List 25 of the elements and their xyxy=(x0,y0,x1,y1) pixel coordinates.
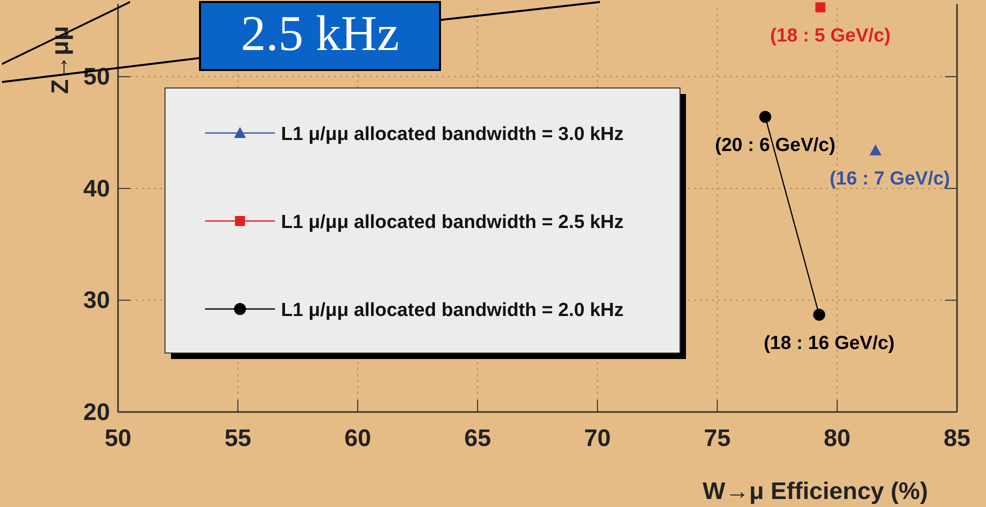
x-tick-label: 85 xyxy=(944,425,970,452)
x-tick-label: 75 xyxy=(704,425,731,452)
x-tick-label: 55 xyxy=(224,425,252,452)
annotation: (16 : 7 GeV/c) xyxy=(830,168,950,190)
x-tick-label: 70 xyxy=(584,425,611,452)
annotation: (18 : 5 GeV/c) xyxy=(770,25,891,46)
y-tick-label: 20 xyxy=(83,399,110,426)
annotation: (18 : 16 GeV/c) xyxy=(764,332,895,354)
legend-label: L1 μ/μμ allocated bandwidth = 3.0 kHz xyxy=(281,124,624,145)
y-tick-label: 40 xyxy=(83,175,110,202)
annotation: (20 : 6 GeV/c) xyxy=(715,134,836,156)
legend-label: L1 μ/μμ allocated bandwidth = 2.5 kHz xyxy=(281,212,624,233)
legend-label: L1 μ/μμ allocated bandwidth = 2.0 kHz xyxy=(281,300,624,321)
x-tick-label: 65 xyxy=(464,425,491,452)
y-tick-label: 30 xyxy=(83,287,110,314)
x-tick-label: 60 xyxy=(344,425,372,452)
point xyxy=(869,144,882,156)
point xyxy=(813,308,826,321)
point xyxy=(815,2,826,12)
x-axis-title: W→μ Efficiency (%) xyxy=(702,478,928,505)
annotation: 2.5 kHz xyxy=(240,5,400,61)
y-axis-title: Z→μμ xyxy=(47,26,74,94)
x-tick-label: 80 xyxy=(824,425,850,452)
point xyxy=(759,110,772,123)
x-tick-label: 50 xyxy=(104,425,132,452)
